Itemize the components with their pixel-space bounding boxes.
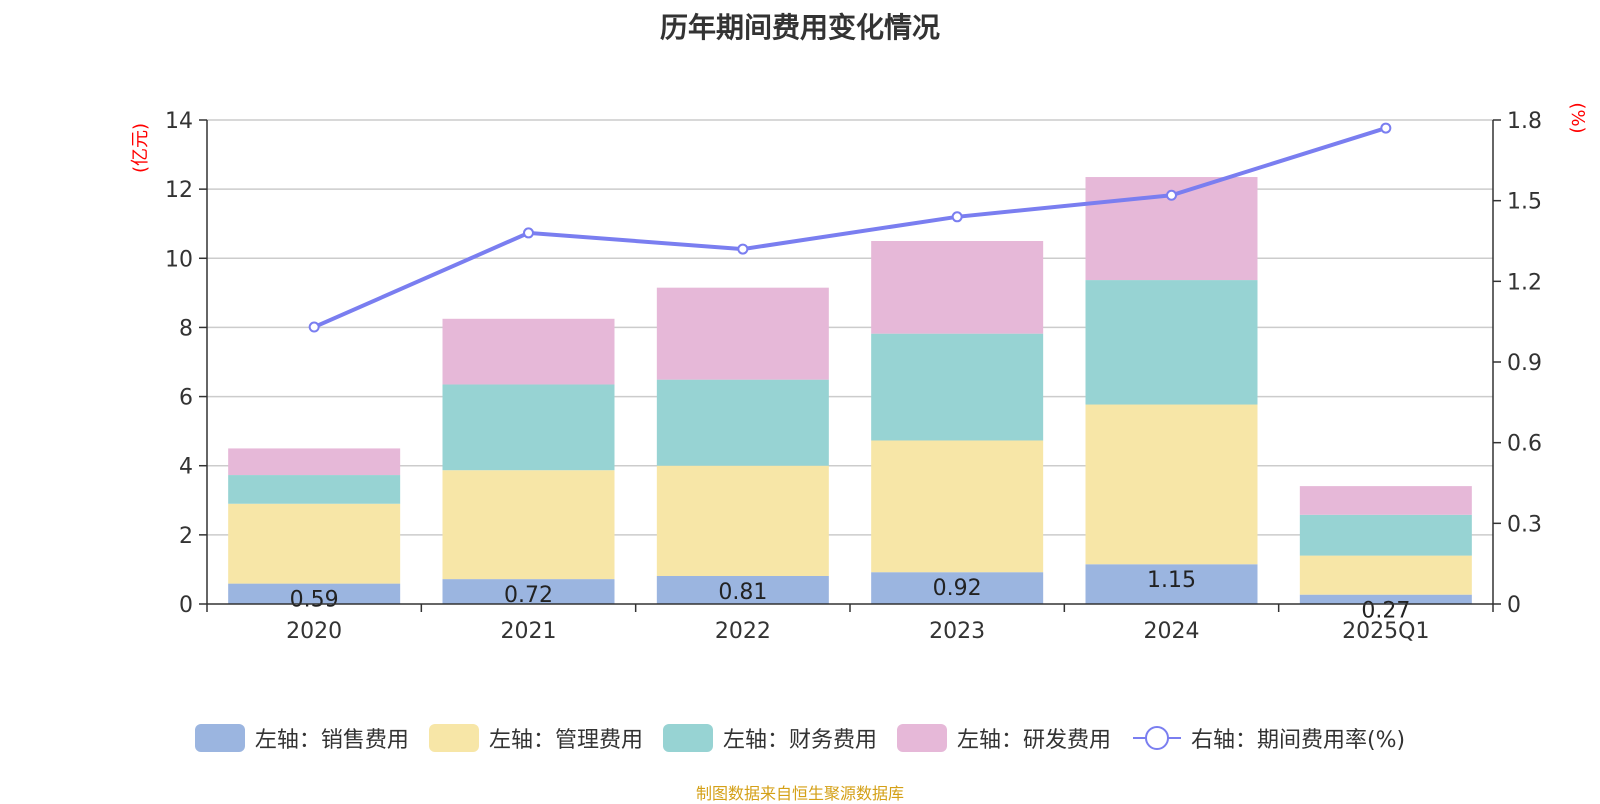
bar-segment-2023-0 [871, 572, 1044, 604]
y-left-tick-label: 10 [165, 247, 193, 272]
legend-item-3[interactable]: 左轴：研发费用 [896, 722, 1111, 754]
bar-segment-2023-2 [871, 333, 1044, 441]
y-left-tick-label: 14 [165, 109, 193, 134]
rate-point-2023 [951, 211, 963, 223]
y-left-tick-label: 4 [179, 455, 193, 480]
legend-label: 左轴：销售费用 [254, 728, 409, 753]
bar-segment-2023-3 [871, 241, 1044, 334]
y-left-tick-label: 2 [179, 524, 193, 549]
legend-item-0[interactable]: 左轴：销售费用 [194, 722, 409, 754]
bar-segment-2020-2 [228, 475, 401, 504]
x-tick-label: 2025Q1 [1342, 619, 1429, 644]
rate-point-2021 [523, 227, 534, 239]
legend: 左轴：销售费用 左轴：管理费用 左轴：财务费用 左轴：研发费用 右轴：期间费用率(%) [0, 722, 1600, 754]
bar-segment-2024-2 [1085, 280, 1258, 405]
bar-segment-2022-3 [656, 287, 829, 380]
legend-item-2[interactable]: 左轴：财务费用 [662, 722, 877, 754]
y-left-tick-label: 8 [179, 316, 193, 341]
legend-label: 左轴：管理费用 [488, 728, 643, 753]
rate-point-2024 [1166, 189, 1177, 201]
bar-segment-2025Q1-1 [1299, 555, 1472, 595]
bar-data-label: 1.15 [1147, 568, 1196, 593]
bar-segment-2022-1 [656, 465, 829, 576]
y-right-tick-label: 0.3 [1507, 512, 1542, 537]
bar-segment-2020-0 [228, 583, 401, 604]
bar-data-label: 0.27 [1361, 599, 1410, 624]
y-left-tick-label: 0 [179, 593, 193, 618]
bar-segment-2023-1 [871, 440, 1044, 573]
bar-segment-2021-3 [442, 318, 615, 385]
y-right-tick-label: 0.9 [1507, 351, 1542, 376]
rate-point-2025Q1 [1380, 122, 1392, 134]
legend-label: 左轴：研发费用 [956, 728, 1111, 753]
rate-line [313, 126, 1387, 329]
legend-swatch [428, 724, 479, 752]
y-right-tick-label: 0.6 [1507, 432, 1542, 457]
legend-swatch [662, 724, 713, 752]
rate-point-2020 [308, 321, 320, 333]
y-left-tick-label: 12 [165, 178, 193, 203]
bar-segment-2025Q1-2 [1299, 514, 1472, 556]
y-right-tick-label: 1.8 [1507, 109, 1542, 134]
y-left-axis-unit: (亿元) [130, 123, 151, 173]
bar-segment-2021-2 [442, 384, 615, 471]
chart-title: 历年期间费用变化情况 [659, 11, 940, 44]
bar-data-label: 0.59 [290, 588, 339, 613]
bar-segment-2021-1 [442, 470, 615, 580]
data-source-note: 制图数据来自恒生聚源数据库 [695, 784, 904, 803]
x-tick-label: 2020 [286, 619, 342, 644]
y-left-tick-label: 6 [179, 386, 193, 411]
bar-segment-2020-1 [228, 503, 401, 584]
bar-segment-2024-1 [1085, 404, 1258, 565]
legend-line-dot [1144, 726, 1169, 750]
bar-data-label: 0.92 [933, 576, 982, 601]
legend-item-1[interactable]: 左轴：管理费用 [428, 722, 643, 754]
legend-line-marker-icon [1132, 726, 1181, 750]
rate-point-2022 [737, 243, 749, 255]
legend-swatch [194, 724, 245, 752]
x-tick-label: 2021 [501, 619, 557, 644]
x-tick-label: 2022 [715, 619, 771, 644]
y-right-tick-label: 1.2 [1507, 270, 1542, 295]
x-tick-label: 2023 [929, 619, 985, 644]
bar-segment-2025Q1-3 [1299, 486, 1472, 515]
legend-item-rate[interactable]: 右轴：期间费用率(%) [1131, 722, 1405, 754]
legend-label: 左轴：财务费用 [722, 728, 877, 753]
bar-segment-2024-0 [1085, 564, 1258, 604]
bar-data-label: 0.81 [718, 580, 767, 605]
x-tick-label: 2024 [1144, 619, 1200, 644]
bar-segment-2025Q1-0 [1299, 594, 1472, 604]
y-right-tick-label: 1.5 [1507, 190, 1542, 215]
y-right-tick-label: 0 [1507, 593, 1521, 618]
bar-segment-2022-2 [656, 379, 829, 466]
y-right-axis-unit: (%) [1567, 102, 1588, 133]
legend-label: 右轴：期间费用率(%) [1190, 728, 1406, 753]
bar-segment-2022-0 [656, 575, 829, 604]
bar-segment-2021-0 [442, 579, 615, 604]
bar-segment-2020-3 [228, 448, 401, 476]
legend-swatch [896, 724, 947, 752]
